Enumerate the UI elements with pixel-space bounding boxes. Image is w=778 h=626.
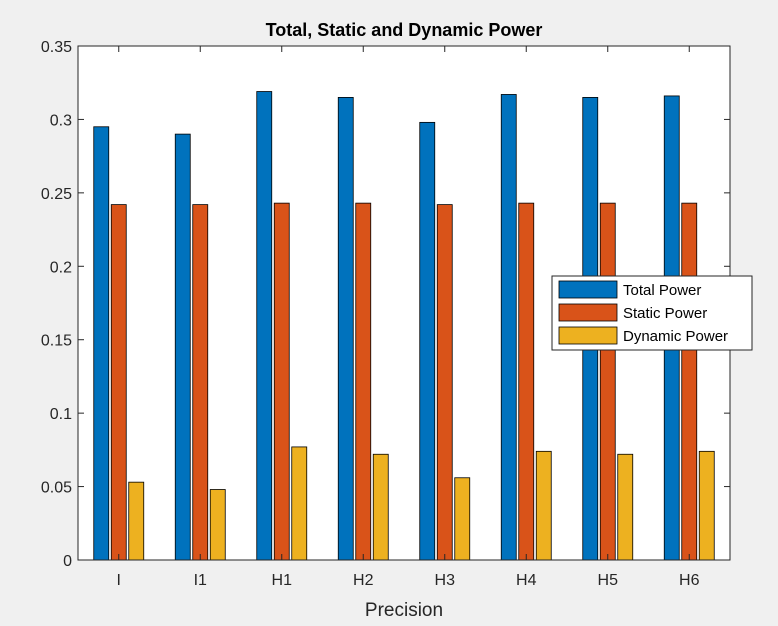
legend-label: Dynamic Power <box>623 328 728 345</box>
bar-total-power-h2 <box>337 97 354 561</box>
legend: Total Power Static Power Dynamic Power <box>551 275 753 351</box>
bar-dynamic-power-i1 <box>209 489 226 561</box>
bar-total-power-h1 <box>256 91 273 561</box>
bar-dynamic-power-h5 <box>617 453 634 561</box>
x-tick-label: H3 <box>435 572 456 589</box>
y-tick-label: 0 <box>63 553 72 570</box>
legend-swatch <box>558 303 618 322</box>
bar-static-power-h2 <box>355 202 372 561</box>
x-tick-label: I <box>117 572 121 589</box>
x-axis-label: Precision <box>365 600 443 621</box>
y-tick-label: 0.3 <box>50 112 72 129</box>
bar-dynamic-power-h1 <box>291 446 308 561</box>
bar-dynamic-power-i <box>128 481 145 561</box>
x-tick-label: I1 <box>194 572 207 589</box>
legend-swatch <box>558 280 618 299</box>
bar-dynamic-power-h2 <box>372 453 389 561</box>
legend-swatch <box>558 326 618 345</box>
bar-dynamic-power-h4 <box>535 450 552 561</box>
chart-title: Total, Static and Dynamic Power <box>266 20 543 40</box>
bar-total-power-i1 <box>174 133 191 561</box>
bar-dynamic-power-h3 <box>454 477 471 561</box>
y-tick-label: 0.05 <box>41 480 72 497</box>
x-tick-label: H5 <box>598 572 619 589</box>
y-tick-label: 0.2 <box>50 259 72 276</box>
y-tick-label: 0.15 <box>41 333 72 350</box>
x-tick-label: H2 <box>353 572 374 589</box>
bar-static-power-h4 <box>518 202 535 561</box>
x-tick-label: H6 <box>679 572 700 589</box>
bar-static-power-h5 <box>599 202 616 561</box>
bar-static-power-i <box>110 204 127 561</box>
x-tick-label: H4 <box>516 572 537 589</box>
y-tick-label: 0.25 <box>41 186 72 203</box>
bar-static-power-h6 <box>681 202 698 561</box>
y-tick-label: 0.1 <box>50 406 72 423</box>
bar-total-power-i <box>93 126 110 561</box>
legend-label: Static Power <box>623 305 707 322</box>
ticks-group: I I1 H1 H2 H3 H4 H5 H6 0 0.05 0.1 0.15 0.2 0.25 0.3 0.3… <box>41 39 730 589</box>
bars-group <box>93 91 715 561</box>
bar-static-power-h1 <box>273 202 290 561</box>
bar-static-power-h3 <box>436 204 453 561</box>
bar-dynamic-power-h6 <box>698 450 715 561</box>
x-tick-label: H1 <box>272 572 293 589</box>
bar-total-power-h4 <box>500 94 517 561</box>
bar-total-power-h3 <box>419 121 436 561</box>
y-tick-label: 0.35 <box>41 39 72 56</box>
legend-label: Total Power <box>623 282 701 299</box>
bar-static-power-i1 <box>192 204 209 561</box>
